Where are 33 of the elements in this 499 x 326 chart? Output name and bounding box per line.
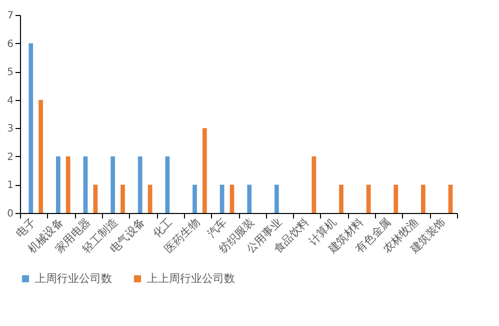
y-tick-label: 3 [7,124,14,135]
y-tick-label: 1 [7,180,14,192]
bar [38,100,43,213]
bar [394,184,398,213]
bar [339,184,344,213]
bar [148,184,152,213]
bar [66,156,70,213]
bar [366,184,371,213]
legend-label: 上周行业公司数 [35,272,112,285]
bar [110,156,115,213]
bar [448,184,453,213]
bar [312,156,316,213]
bar [56,156,60,213]
bar [420,184,426,213]
bar [220,184,224,213]
y-tick-label: 7 [7,10,14,22]
y-tick-label: 0 [7,208,14,220]
bar [138,156,142,213]
bar [274,184,279,213]
y-tick-label: 2 [7,152,14,163]
bar [28,43,34,213]
bar [165,156,170,213]
y-tick-label: 6 [7,38,14,50]
bar [120,184,125,213]
y-tick-label: 5 [7,67,14,78]
bar [202,128,207,213]
bar [93,184,98,213]
legend-label: 上上周行业公司数 [147,272,235,285]
bar [230,184,234,213]
y-tick-label: 4 [7,95,14,106]
bar [247,184,252,213]
bar [192,184,197,213]
bar [83,156,88,213]
